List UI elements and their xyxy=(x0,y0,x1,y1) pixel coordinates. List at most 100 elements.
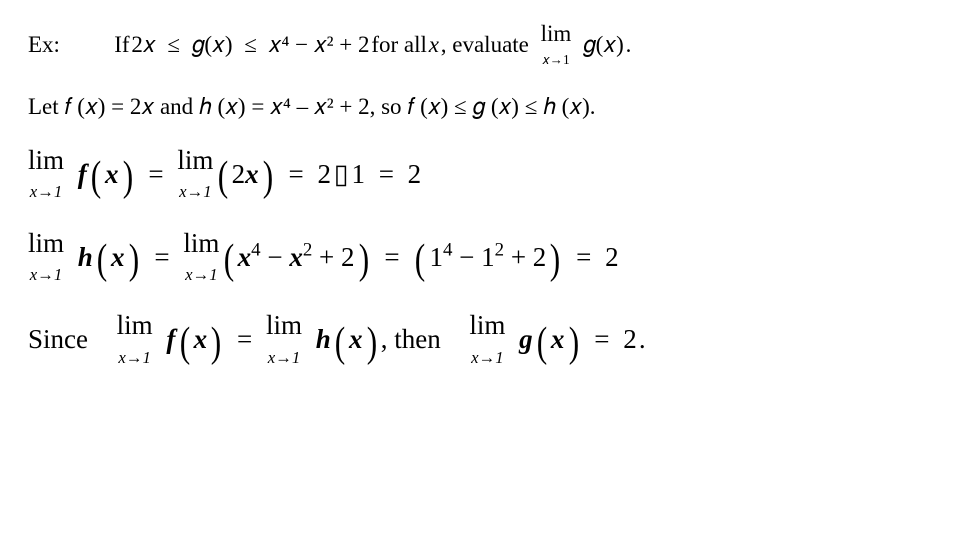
page: Ex: If 2𝑥 ≤ 𝑔(𝑥) ≤ 𝑥⁴ − 𝑥² + 2 for all x… xyxy=(0,0,960,368)
sup-2: 2 xyxy=(495,239,504,260)
lparen-icon: ( xyxy=(335,331,345,356)
x-var: x xyxy=(551,324,565,355)
one: 1 xyxy=(429,242,443,272)
result-2: 2 xyxy=(408,159,422,190)
setup-text: Let 𝑓 (𝑥) = 2𝑥 and ℎ (𝑥) = 𝑥⁴ – 𝑥² + 2, … xyxy=(28,94,596,119)
rparen-icon: ) xyxy=(358,248,368,273)
rparen-icon: ) xyxy=(366,331,376,356)
equals: = xyxy=(594,324,609,355)
equals: = xyxy=(154,242,169,273)
lim-sub: x→1 xyxy=(471,348,504,367)
lim-sub: 𝑥→1 xyxy=(542,52,569,67)
lparen-icon: ( xyxy=(415,248,425,273)
f-symbol: f xyxy=(78,159,87,190)
equals: = xyxy=(379,159,394,190)
problem-limit: lim 𝑥→1 xyxy=(541,22,572,68)
plus-2: + 2 xyxy=(504,242,546,272)
lim-f-2: lim x→1 xyxy=(177,146,213,203)
rparen-icon: ) xyxy=(211,331,221,356)
ineq-mid: 𝑔(𝑥) xyxy=(192,32,233,58)
step-f-line: lim x→1 f ( x ) = lim x→1 ( 2x ) = 2 ▯ 1… xyxy=(28,146,932,203)
rparen-icon: ) xyxy=(263,165,273,190)
lparen-icon: ( xyxy=(217,165,227,190)
lparen-icon: ( xyxy=(537,331,547,356)
sup-2: 2 xyxy=(303,239,312,260)
ineq-lhs: 2𝑥 xyxy=(131,32,155,58)
lim-word: lim xyxy=(266,310,302,340)
problem-mid-text: for all xyxy=(371,32,427,58)
lim-h-2: lim x→1 xyxy=(183,229,219,286)
problem-period: . xyxy=(626,32,632,58)
problem-suffix: , evaluate xyxy=(441,32,529,58)
problem-line: Ex: If 2𝑥 ≤ 𝑔(𝑥) ≤ 𝑥⁴ − 𝑥² + 2 for all x… xyxy=(28,22,932,68)
lim-sub: x→1 xyxy=(30,182,63,201)
lim-word: lim xyxy=(177,145,213,175)
equals: = xyxy=(288,159,303,190)
two-x: 2x xyxy=(232,159,259,190)
lparen-icon: ( xyxy=(97,248,107,273)
lim-sub: x→1 xyxy=(179,182,212,201)
leq-2: ≤ xyxy=(244,32,257,58)
result-2: 2 xyxy=(605,242,619,273)
f-symbol: f xyxy=(166,324,175,355)
lim-word: lim xyxy=(469,310,505,340)
conclusion-line: Since lim x→1 f ( x ) = lim x→1 h ( x ) … xyxy=(28,311,932,368)
minus: − xyxy=(452,242,481,272)
lim-word: lim xyxy=(28,145,64,175)
ineq-rhs: 𝑥⁴ − 𝑥² + 2 xyxy=(269,32,370,58)
one: 1 xyxy=(481,242,495,272)
sup-4: 4 xyxy=(443,239,452,260)
rparen-icon: ) xyxy=(122,165,132,190)
rparen-icon: ) xyxy=(550,248,560,273)
lparen-icon: ( xyxy=(179,331,189,356)
problem-var-x: x xyxy=(429,32,439,58)
mult-glyph: ▯ xyxy=(333,159,349,190)
x-var: x xyxy=(349,324,363,355)
problem-limit-target: 𝑔(𝑥) xyxy=(583,32,624,58)
lim-sub: x→1 xyxy=(118,348,151,367)
h-symbol: h xyxy=(78,242,93,273)
lim-f-1: lim x→1 xyxy=(28,146,64,203)
equals: = xyxy=(237,324,252,355)
conclusion-period: . xyxy=(639,324,646,355)
lim-sub: x→1 xyxy=(30,265,63,284)
plus-2: + 2 xyxy=(312,242,354,272)
then-text: , then xyxy=(381,324,441,355)
lim-sub: x→1 xyxy=(268,348,301,367)
since-text: Since xyxy=(28,324,88,355)
x-var: x xyxy=(105,159,119,190)
lim-word: lim xyxy=(28,228,64,258)
h-symbol: h xyxy=(316,324,331,355)
lim-sub: x→1 xyxy=(185,265,218,284)
equals: = xyxy=(384,242,399,273)
lim-word: lim xyxy=(183,228,219,258)
lim-h-1: lim x→1 xyxy=(28,229,64,286)
poly-expr: x4 − x2 + 2 xyxy=(238,242,355,273)
x-var: x xyxy=(289,242,303,272)
step-h-line: lim x→1 h ( x ) = lim x→1 ( x4 − x2 + 2 … xyxy=(28,229,932,286)
problem-prefix: If xyxy=(114,32,129,58)
lim-c-g: lim x→1 xyxy=(469,311,505,368)
lparen-icon: ( xyxy=(91,165,101,190)
x-var: x xyxy=(245,159,259,189)
g-symbol: g xyxy=(519,324,533,355)
eval-expr: 14 − 12 + 2 xyxy=(429,242,546,273)
example-label: Ex: xyxy=(28,32,60,58)
equals: = xyxy=(576,242,591,273)
x-var: x xyxy=(194,324,208,355)
rparen-icon: ) xyxy=(128,248,138,273)
lim-word: lim xyxy=(541,21,572,46)
sup-4: 4 xyxy=(251,239,260,260)
leq-1: ≤ xyxy=(167,32,180,58)
minus: − xyxy=(261,242,290,272)
rhs-1: 1 xyxy=(351,159,365,190)
lim-c-h: lim x→1 xyxy=(266,311,302,368)
setup-line: Let 𝑓 (𝑥) = 2𝑥 and ℎ (𝑥) = 𝑥⁴ – 𝑥² + 2, … xyxy=(28,94,932,120)
rparen-icon: ) xyxy=(568,331,578,356)
rhs-2: 2 xyxy=(317,159,331,190)
lim-word: lim xyxy=(117,310,153,340)
x-var: x xyxy=(111,242,125,273)
lim-c-f: lim x→1 xyxy=(117,311,153,368)
lparen-icon: ( xyxy=(223,248,233,273)
x-var: x xyxy=(238,242,252,272)
